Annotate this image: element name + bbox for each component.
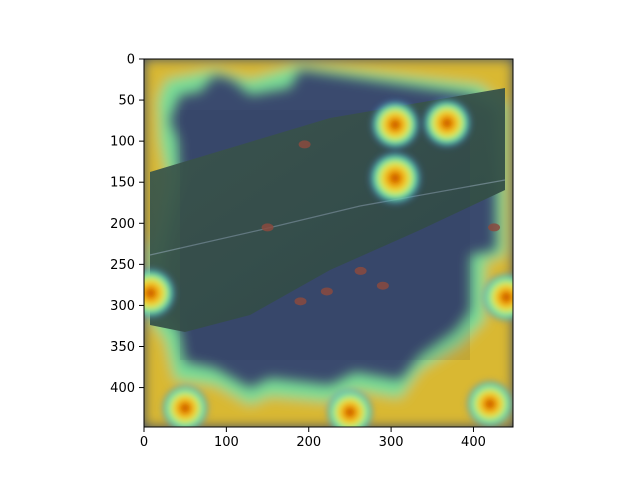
hotspot-7 [464, 378, 513, 427]
x-axis: 0 100 200 300 400 [140, 427, 486, 450]
lesion-2 [320, 287, 333, 296]
lesion-5 [488, 223, 501, 232]
y-tick-label: 400 [110, 381, 135, 396]
hotspots [144, 97, 513, 427]
y-axis: 0 50 100 150 200 250 300 350 400 [110, 53, 144, 396]
hotspot-2 [421, 97, 474, 149]
x-tick-label: 100 [214, 435, 239, 450]
leaf-midrib [149, 179, 506, 256]
y-tick-label: 50 [118, 94, 135, 109]
y-tick-label: 300 [110, 299, 135, 314]
center-shade [180, 110, 470, 360]
hotspot-1 [369, 98, 422, 151]
lesion-0 [261, 223, 274, 232]
hotspot-5 [159, 382, 211, 427]
plot-area [144, 59, 513, 427]
y-tick-label: 200 [110, 217, 135, 232]
lesion-3 [376, 281, 389, 290]
y-tick-label: 100 [110, 135, 135, 150]
x-tick-label: 300 [379, 435, 404, 450]
axes-frame [143, 58, 514, 428]
y-tick-label: 250 [110, 258, 135, 273]
x-tick-label: 0 [140, 435, 148, 450]
leaf [150, 88, 505, 332]
y-tick-label: 150 [110, 176, 135, 191]
hotspot-0 [367, 150, 424, 207]
y-tick-label: 350 [110, 340, 135, 355]
hotspot-4 [480, 271, 513, 324]
x-tick-label: 400 [461, 435, 486, 450]
hotspot-6 [324, 387, 376, 427]
lesion-6 [354, 266, 367, 275]
lesions [261, 140, 501, 306]
y-tick-label: 0 [127, 53, 135, 68]
lesion-1 [294, 297, 307, 306]
lesion-4 [298, 140, 311, 149]
hotspot-3 [144, 266, 178, 320]
x-tick-label: 200 [296, 435, 321, 450]
